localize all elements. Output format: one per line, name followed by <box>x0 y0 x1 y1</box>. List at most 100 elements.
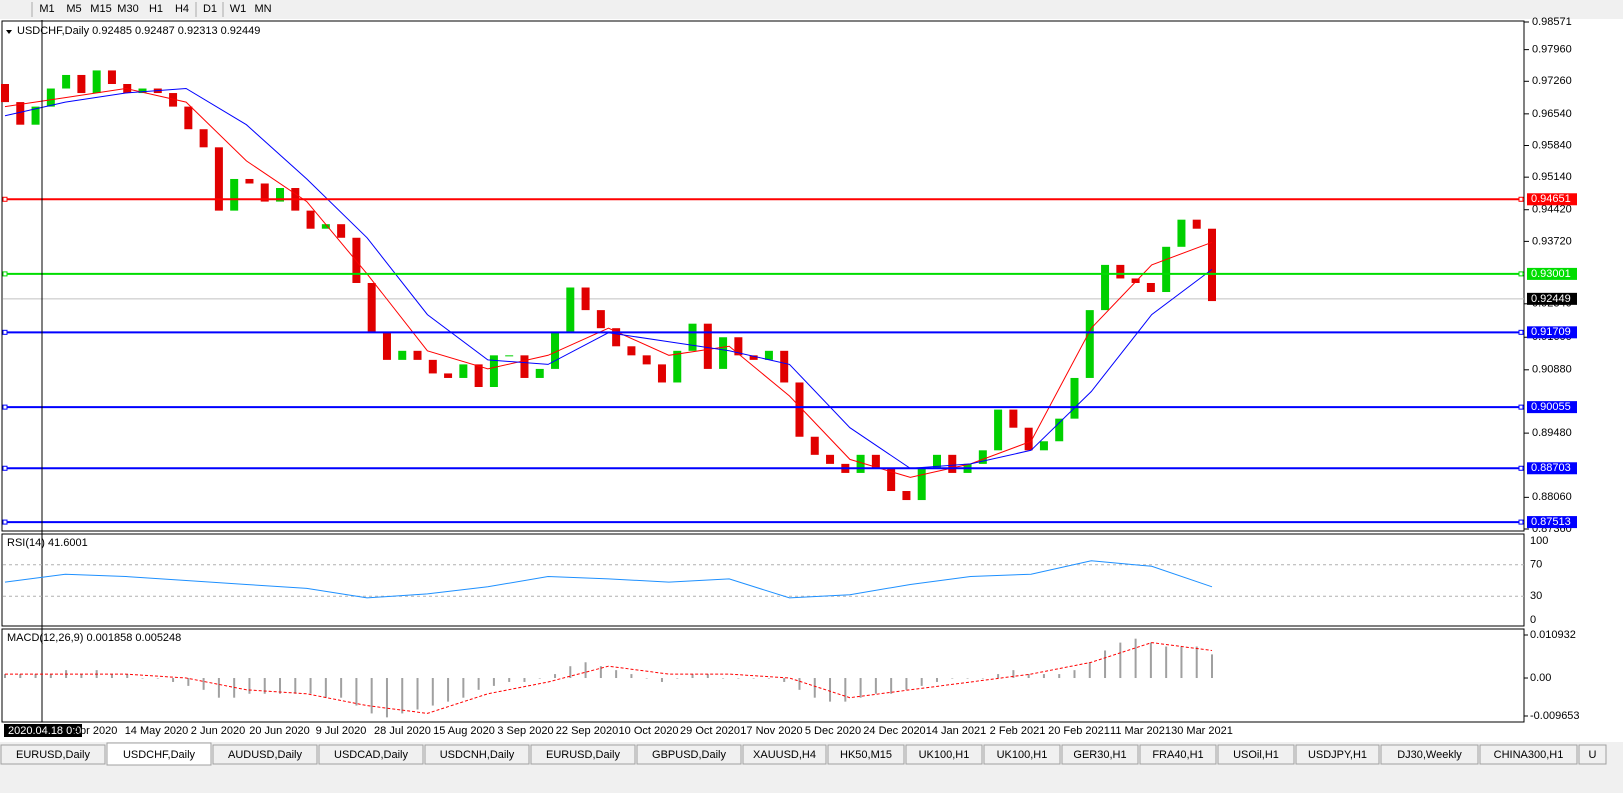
chart-area <box>0 20 1525 740</box>
symbol-tab-label[interactable]: UK100,H1 <box>919 749 970 761</box>
x-tick-label: 20 Feb 2021 <box>1048 725 1110 737</box>
candle <box>1177 219 1186 247</box>
macd-bar <box>187 678 190 686</box>
symbol-tab[interactable] <box>0 744 106 765</box>
candle <box>428 359 437 374</box>
symbol-tab[interactable] <box>318 744 424 765</box>
symbol-tab[interactable] <box>742 744 827 765</box>
candle <box>856 454 865 473</box>
symbol-tab-label[interactable]: UK100,H1 <box>997 749 1048 761</box>
macd-bar <box>508 678 511 682</box>
candle <box>1085 310 1094 378</box>
symbol-tab-label[interactable]: USDCAD,Daily <box>334 749 408 761</box>
symbol-tab-label[interactable]: GER30,H1 <box>1073 749 1126 761</box>
macd-bar <box>752 678 755 679</box>
macd-bar <box>49 674 52 679</box>
macd-bar <box>1211 654 1213 679</box>
macd-bar <box>80 674 83 679</box>
rsi-tick-label: 100 <box>1530 535 1548 547</box>
candle <box>1 84 9 103</box>
timeframe-button[interactable]: MN <box>254 3 271 15</box>
level-handle <box>1518 196 1524 202</box>
macd-bar <box>217 678 220 698</box>
symbol-tab-label[interactable]: USOil,H1 <box>1233 749 1279 761</box>
macd-bar <box>1104 650 1107 679</box>
macd-bar <box>981 678 984 679</box>
candle <box>627 346 636 356</box>
macd-tick-label: 0.010932 <box>1530 629 1576 641</box>
x-tick-label: Apr 2020 <box>73 725 118 737</box>
symbol-tab-label[interactable]: USDCNH,Daily <box>440 749 515 761</box>
symbol-tab-label[interactable]: XAUUSD,H4 <box>753 749 816 761</box>
symbol-tab[interactable] <box>530 744 636 765</box>
candle <box>780 350 789 383</box>
candle <box>230 178 239 211</box>
level-label: 0.90055 <box>1531 401 1571 413</box>
candle <box>444 373 453 378</box>
macd-bar <box>447 678 450 702</box>
symbol-tab[interactable] <box>983 744 1061 765</box>
symbol-tab[interactable] <box>106 742 212 766</box>
y-tick-label: 0.96540 <box>1532 108 1572 120</box>
symbol-tab-label[interactable]: DJ30,Weekly <box>1397 749 1462 761</box>
rsi-tick-label: 0 <box>1530 614 1536 626</box>
macd-bar <box>34 674 37 679</box>
x-tick-label: 9 Jul 2020 <box>316 725 367 737</box>
symbol-tab[interactable] <box>1217 744 1295 765</box>
macd-bar <box>172 678 175 682</box>
toolbar <box>0 0 1623 19</box>
symbol-tab-label[interactable]: FRA40,H1 <box>1152 749 1203 761</box>
x-tick-label: 22 Sep 2020 <box>556 725 618 737</box>
symbol-tab-label[interactable]: U <box>1589 749 1597 761</box>
candle <box>321 224 330 229</box>
timeframe-button[interactable]: M30 <box>117 3 138 15</box>
candle <box>673 350 682 383</box>
timeframe-button[interactable]: H1 <box>149 3 163 15</box>
macd-bar <box>4 674 6 679</box>
symbol-tab-label[interactable]: HK50,M15 <box>840 749 892 761</box>
symbol-tab[interactable] <box>1139 744 1217 765</box>
rsi-line <box>4 560 1213 599</box>
symbol-tab-label[interactable]: USDCHF,Daily <box>123 749 196 761</box>
symbol-tab[interactable] <box>636 744 742 765</box>
timeframe-button[interactable]: M5 <box>66 3 81 15</box>
timeframe-button[interactable]: M15 <box>90 3 111 15</box>
x-tick-label: 24 Dec 2020 <box>863 725 925 737</box>
candle <box>826 454 835 464</box>
macd-bar <box>294 678 297 694</box>
symbol-tab[interactable] <box>1380 744 1479 765</box>
timeframe-button[interactable]: H4 <box>175 3 189 15</box>
y-tick-label: 0.98571 <box>1532 16 1572 28</box>
symbol-tab[interactable] <box>1578 744 1607 765</box>
last-price-box <box>1527 292 1577 305</box>
symbol-tab[interactable] <box>827 744 905 765</box>
symbol-tab-label[interactable]: USDJPY,H1 <box>1308 749 1367 761</box>
candle <box>703 323 712 369</box>
timeframe-button[interactable]: W1 <box>230 3 247 15</box>
candle <box>413 350 422 360</box>
symbol-tab[interactable] <box>905 744 983 765</box>
candle <box>184 106 193 130</box>
candle <box>1146 282 1155 293</box>
timeframe-button[interactable]: M1 <box>39 3 54 15</box>
symbol-tab[interactable] <box>1061 744 1139 765</box>
y-tick-label: 0.93720 <box>1532 235 1572 247</box>
symbol-tab-label[interactable]: GBPUSD,Daily <box>652 749 726 761</box>
symbol-tab-label[interactable]: AUDUSD,Daily <box>228 749 302 761</box>
symbol-tab[interactable] <box>1295 744 1380 765</box>
main-panel <box>1 20 1525 532</box>
level-handle <box>2 465 8 471</box>
macd-bar <box>722 678 725 679</box>
symbol-tab[interactable] <box>1479 744 1578 765</box>
symbol-tab-label[interactable]: EURUSD,Daily <box>16 749 90 761</box>
symbol-tab[interactable] <box>212 744 318 765</box>
y-tick-label: 0.94420 <box>1532 204 1572 216</box>
symbol-tab-label[interactable]: EURUSD,Daily <box>546 749 620 761</box>
candle <box>1192 219 1201 229</box>
symbol-tab[interactable] <box>424 744 530 765</box>
macd-bar <box>1149 642 1152 679</box>
symbol-tab-label[interactable]: CHINA300,H1 <box>1494 749 1564 761</box>
level-handle <box>1518 404 1524 410</box>
rsi-title: RSI(14) 41.6001 <box>7 537 88 549</box>
timeframe-button[interactable]: D1 <box>203 3 217 15</box>
